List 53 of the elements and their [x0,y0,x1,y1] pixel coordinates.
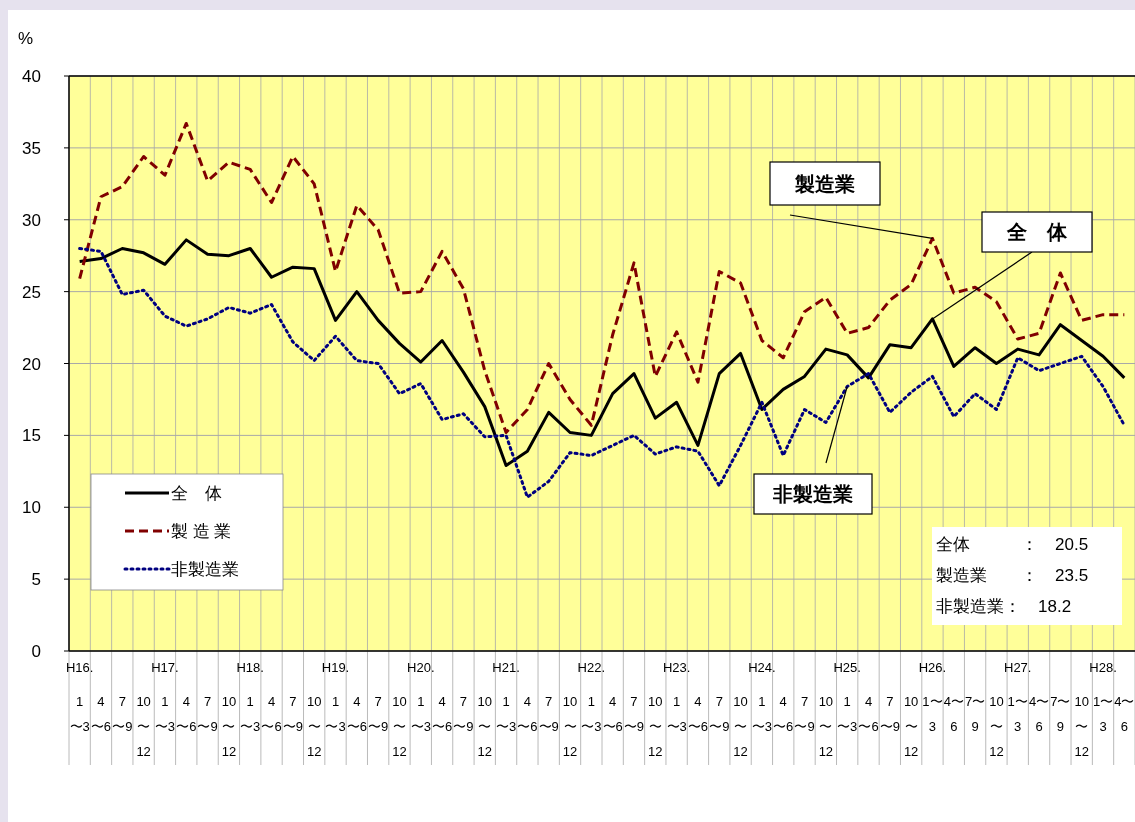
y-tick-label: 15 [22,426,41,446]
x-tick-label: 10 〜 12 [221,694,237,759]
x-tick-label: 7 〜9 [623,694,645,734]
annotation: 全体 ： 20.5 [936,535,1089,554]
x-tick-label: 4 〜6 [517,694,538,734]
x-tick-label: 4 〜6 [858,694,879,734]
x-tick-label: 7 〜9 [709,694,730,734]
y-tick-label: 25 [22,282,41,302]
y-tick-label: 10 [22,498,41,518]
x-tick-label: 10 〜 12 [477,694,492,759]
x-tick-label: 10 〜 12 [903,694,919,759]
annotation: 非製造業 [772,483,853,505]
x-tick-label: 10 〜 12 [733,694,748,759]
x-tick-label: 4 〜6 [431,694,453,734]
annotation: 製造業 [794,172,855,195]
legend-label: 製 造 業 [171,522,232,541]
x-tick-label: 10 〜 12 [136,694,151,759]
x-tick-label: 4 〜6 [687,694,709,734]
x-tick-label: 7〜 9 [1050,694,1071,734]
y-tick-label: 5 [31,570,41,590]
x-tick-label: 10 〜 12 [392,694,407,759]
x-tick-label: 4 〜6 [346,694,367,734]
x-tick-label: 4 〜6 [602,694,623,734]
legend-label: 全 体 [171,484,222,503]
x-tick-label: 7 〜9 [453,694,474,734]
x-tick-label: 10 〜 12 [1074,694,1089,759]
x-tick-label: 7 〜9 [112,694,133,734]
x-tick-label: 7 〜9 [197,694,218,734]
y-tick-label: 20 [22,354,41,374]
x-tick-label: 7 〜9 [794,694,815,734]
x-tick-label: 7〜 9 [964,694,986,734]
annotation: 製造業 ： 23.5 [936,566,1089,585]
x-tick-label: 4 〜6 [261,694,282,734]
x-tick-label: 7 〜9 [538,694,559,734]
x-tick-label: 7 〜9 [368,694,389,734]
x-tick-label: 7 〜9 [282,694,303,734]
x-tick-label: 10 〜 12 [562,694,578,759]
x-tick-label: 7 〜9 [879,694,900,734]
annotation: 全 体 [1006,221,1068,243]
y-tick-label: 40 [22,67,41,86]
y-axis-title: % [18,29,34,48]
x-tick-label: 10 〜 12 [648,694,663,759]
x-tick-label: 4 〜6 [176,694,197,734]
x-tick-label: 4 〜6 [90,694,112,734]
y-tick-label: 35 [22,138,41,158]
legend-label: 非製造業 [171,560,239,579]
y-tick-label: 0 [31,642,41,661]
x-tick-label: 10 〜 12 [818,694,834,759]
annotation: 非製造業： 18.2 [936,597,1072,616]
x-tick-label: 10 〜 12 [989,694,1004,759]
x-tick-label: 4 〜6 [773,694,794,734]
x-tick-label: 10 〜 12 [306,694,322,759]
y-tick-label: 30 [22,210,41,230]
